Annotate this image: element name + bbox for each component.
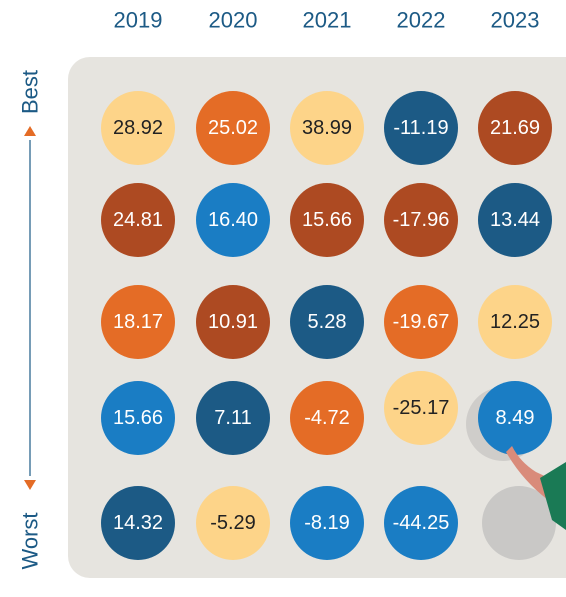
down-arrow [24,480,36,490]
year-label: 2023 [491,8,540,33]
value-label: 25.02 [208,117,258,139]
value-label: 14.32 [113,512,163,534]
year-label: 2021 [303,8,352,33]
value-label: 8.49 [496,407,535,429]
value-label: -5.29 [210,512,256,534]
worst-label: Worst [18,512,43,569]
year-label: 2019 [114,8,163,33]
value-label: -19.67 [393,311,450,333]
value-label: -17.96 [393,209,450,231]
value-label: 13.44 [490,209,540,231]
value-label: 16.40 [208,209,258,231]
value-label: -4.72 [304,407,350,429]
value-label: -44.25 [393,512,450,534]
best-label: Best [18,70,43,114]
value-label: 15.66 [113,407,163,429]
value-label: 24.81 [113,209,163,231]
value-label: 7.11 [214,407,251,429]
value-label: 28.92 [113,117,163,139]
value-label: -11.19 [393,117,448,139]
value-label: 38.99 [302,117,352,139]
value-label: -8.19 [304,512,350,534]
value-label: 18.17 [113,311,163,333]
year-label: 2020 [209,8,258,33]
chart: Best Worst 28.92 24.81 18.17 15.66 14.32 25.0… [0,0,566,592]
value-label: 5.28 [308,311,347,333]
value-label: 21.69 [490,117,540,139]
year-label: 2022 [397,8,446,33]
value-label: 15.66 [302,209,352,231]
value-label: 10.91 [208,311,258,333]
up-arrow [24,126,36,136]
value-label: 12.25 [490,311,540,333]
value-label: -25.17 [393,397,450,419]
